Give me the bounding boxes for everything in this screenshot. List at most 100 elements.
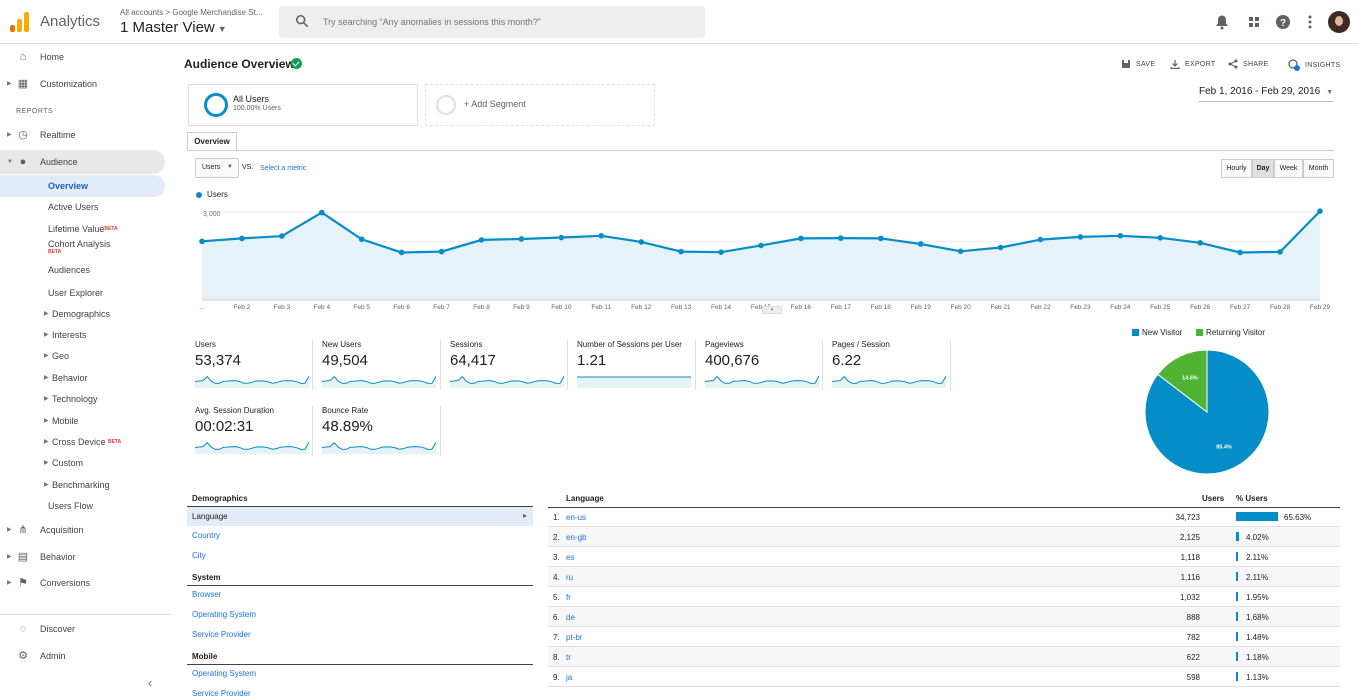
segment-all-users[interactable]: All Users 100.00% Users [188, 84, 418, 126]
pie-slice[interactable] [1157, 349, 1208, 414]
apps-icon[interactable] [1246, 14, 1262, 30]
sidebar-item-overview[interactable]: Overview [0, 175, 165, 197]
col-header-pct-users[interactable]: % Users [1236, 494, 1268, 503]
dimension-mobile-provider[interactable]: Service Provider [192, 689, 251, 698]
data-point[interactable] [1317, 208, 1323, 214]
language-link[interactable]: en-gb [566, 533, 587, 542]
export-button[interactable]: EXPORT [1170, 59, 1215, 69]
language-link[interactable]: ja [566, 673, 573, 682]
data-point[interactable] [1197, 240, 1204, 246]
sidebar-item-acquisition[interactable]: ▶ ⋔ Acquisition [0, 518, 165, 542]
data-point[interactable] [917, 241, 924, 247]
sidebar-item-home[interactable]: ⌂ Home [0, 45, 165, 69]
app-title[interactable]: Analytics [40, 13, 101, 30]
data-point[interactable] [239, 235, 245, 242]
search-input[interactable]: Try searching “Any anomalies in sessions… [279, 6, 705, 38]
data-point[interactable] [478, 237, 485, 243]
data-point[interactable] [558, 234, 565, 241]
sidebar-item-technology[interactable]: ▶ Technology [0, 387, 165, 411]
data-point[interactable] [997, 244, 1004, 251]
sidebar-item-geo[interactable]: ▶ Geo [0, 344, 165, 368]
sidebar-item-admin[interactable]: ⚙ Admin [0, 644, 165, 668]
data-point[interactable] [358, 236, 365, 243]
tab-overview[interactable]: Overview [187, 132, 237, 151]
sidebar-item-realtime[interactable]: ▶ ◷ Realtime [0, 123, 165, 147]
insights-button[interactable]: INSIGHTS [1288, 59, 1340, 71]
visitor-pie-chart[interactable]: 85.4% 14.6% [1144, 349, 1270, 475]
language-link[interactable]: es [566, 553, 575, 562]
dimension-mobile-os[interactable]: Operating System [192, 669, 257, 678]
sidebar-item-user-explorer[interactable]: User Explorer [0, 281, 165, 305]
sidebar-item-mobile[interactable]: ▶ Mobile [0, 409, 165, 433]
kpi-card[interactable]: Bounce Rate 48.89% [322, 406, 447, 466]
sidebar-item-customization[interactable]: ▶ ▦ Customization [0, 72, 165, 96]
sidebar-item-audience[interactable]: ▼ ● Audience [0, 150, 165, 174]
sidebar-item-lifetime-value[interactable]: Lifetime ValueBETA [0, 217, 165, 241]
sidebar-item-audiences[interactable]: Audiences [0, 258, 165, 282]
language-link[interactable]: fr [566, 593, 571, 602]
date-range-picker[interactable]: Feb 1, 2016 - Feb 29, 2016 ▼ [1199, 86, 1334, 102]
view-selector[interactable]: 1 Master View ▼ [120, 19, 227, 36]
data-point[interactable] [199, 238, 205, 245]
data-point[interactable] [1037, 236, 1044, 243]
select-metric-link[interactable]: Select a metric [260, 165, 307, 172]
data-point[interactable] [318, 209, 325, 216]
language-link[interactable]: de [566, 613, 575, 622]
share-button[interactable]: SHARE [1228, 59, 1269, 69]
data-point[interactable] [1117, 232, 1124, 239]
kpi-card[interactable]: Pageviews 400,676 [705, 340, 830, 400]
sidebar-item-demographics[interactable]: ▶ Demographics [0, 302, 165, 326]
data-point[interactable] [1237, 249, 1243, 256]
sidebar-item-active-users[interactable]: Active Users [0, 195, 165, 219]
dimension-city[interactable]: City [192, 551, 206, 560]
sidebar-item-benchmarking[interactable]: ▶ Benchmarking [0, 473, 165, 497]
dimension-country[interactable]: Country [192, 531, 221, 540]
bell-icon[interactable] [1214, 14, 1230, 30]
help-icon[interactable]: ? [1275, 14, 1291, 30]
data-point[interactable] [1077, 234, 1084, 240]
week-button[interactable]: Week [1274, 159, 1303, 178]
data-point[interactable] [877, 235, 884, 242]
col-header-users[interactable]: Users [1202, 494, 1225, 503]
dimension-service-provider[interactable]: Service Provider [192, 630, 251, 639]
data-point[interactable] [758, 242, 764, 249]
metric-selector[interactable]: Users ▼ [195, 158, 239, 178]
language-link[interactable]: tr [566, 653, 571, 662]
data-point[interactable] [279, 233, 285, 239]
day-button[interactable]: Day [1252, 159, 1274, 178]
sidebar-item-custom[interactable]: ▶ Custom [0, 451, 165, 475]
sidebar-item-interests[interactable]: ▶ Interests [0, 323, 165, 347]
data-point[interactable] [678, 248, 684, 255]
data-point[interactable] [638, 239, 645, 245]
sidebar-item-behavior[interactable]: ▶ ▤ Behavior [0, 545, 165, 569]
sidebar-item-cohort-analysis[interactable]: Cohort Analysis BETA [0, 236, 165, 258]
language-link[interactable]: ru [566, 573, 574, 582]
kpi-card[interactable]: Avg. Session Duration 00:02:31 [195, 406, 320, 466]
dimension-language[interactable]: Language ▸ [187, 507, 533, 526]
dimension-browser[interactable]: Browser [192, 590, 222, 599]
kpi-card[interactable]: Pages / Session 6.22 [832, 340, 957, 400]
account-breadcrumb[interactable]: All accounts > Google Merchandise St... [120, 8, 263, 17]
data-point[interactable] [598, 232, 605, 239]
data-point[interactable] [718, 249, 724, 255]
sidebar-item-behavior-sub[interactable]: ▶ Behavior [0, 366, 165, 390]
sidebar-item-users-flow[interactable]: Users Flow [0, 494, 165, 518]
data-point[interactable] [838, 235, 844, 241]
data-point[interactable] [398, 249, 405, 256]
chart-resize-handle[interactable]: ▾ [762, 306, 782, 314]
data-point[interactable] [1277, 249, 1283, 255]
sidebar-item-cross-device[interactable]: ▶ Cross Device BETA [0, 430, 165, 454]
save-button[interactable]: SAVE [1121, 59, 1155, 69]
language-link[interactable]: pt-br [566, 633, 583, 642]
month-button[interactable]: Month [1303, 159, 1334, 178]
data-point[interactable] [957, 248, 964, 255]
kpi-card[interactable]: Sessions 64,417 [450, 340, 575, 400]
sidebar-item-discover[interactable]: ◌ Discover [0, 617, 165, 641]
sidebar-item-conversions[interactable]: ▶ ⚑ Conversions [0, 571, 165, 595]
kpi-card[interactable]: Users 53,374 [195, 340, 320, 400]
collapse-sidebar-icon[interactable]: ‹ [148, 676, 152, 690]
kpi-card[interactable]: New Users 49,504 [322, 340, 447, 400]
language-link[interactable]: en-us [566, 513, 587, 522]
add-segment-button[interactable]: + Add Segment [425, 84, 655, 126]
